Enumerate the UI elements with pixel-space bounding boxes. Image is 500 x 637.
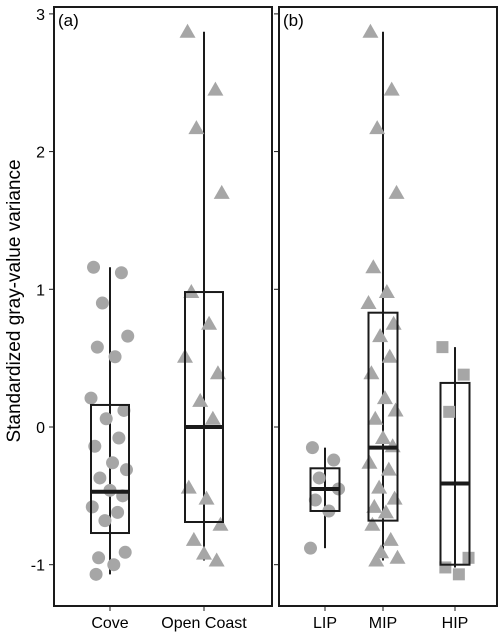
- data-point: [107, 558, 121, 572]
- data-point: [369, 120, 386, 135]
- data-point: [208, 552, 225, 567]
- data-point: [98, 514, 112, 528]
- data-point: [111, 505, 125, 519]
- data-point: [119, 463, 133, 477]
- y-tick-label: 0: [36, 420, 45, 437]
- data-point: [304, 541, 317, 555]
- data-point: [380, 461, 397, 476]
- data-point: [112, 431, 126, 445]
- panel-frame: [53, 6, 273, 607]
- box-lip: [304, 441, 346, 555]
- data-point: [389, 549, 406, 564]
- data-point: [212, 516, 229, 531]
- data-point: [185, 531, 202, 546]
- data-point: [312, 471, 326, 485]
- panel-b: LIP MIP HIP (b): [274, 6, 498, 632]
- data-point: [85, 500, 99, 514]
- data-point: [383, 81, 400, 96]
- data-point: [201, 315, 218, 330]
- data-point: [114, 266, 128, 280]
- data-point: [188, 120, 205, 135]
- data-point: [387, 402, 404, 417]
- data-point: [367, 410, 384, 425]
- data-point: [457, 368, 470, 381]
- data-point: [207, 81, 224, 96]
- y-tick-label: -1: [31, 558, 45, 575]
- y-tick-label: 2: [36, 145, 45, 162]
- x-tick-label: Cove: [91, 615, 128, 632]
- data-point: [386, 490, 403, 505]
- data-point: [196, 545, 212, 560]
- data-point: [121, 329, 135, 343]
- panel-label: (a): [58, 11, 79, 30]
- y-axis-label: Standardized gray-value variance: [4, 159, 25, 442]
- data-point: [209, 365, 226, 380]
- data-point: [368, 552, 385, 567]
- y-tick-label: 1: [36, 282, 45, 299]
- data-point: [108, 350, 122, 364]
- data-point: [183, 284, 200, 299]
- data-point: [192, 392, 209, 407]
- x-tick-label: MIP: [369, 615, 397, 632]
- data-point: [376, 390, 393, 405]
- data-point: [364, 516, 381, 531]
- data-point: [204, 410, 221, 425]
- data-point: [179, 23, 196, 38]
- data-point: [87, 260, 101, 274]
- data-point: [371, 479, 388, 494]
- data-point: [106, 456, 120, 470]
- box-hip: [436, 341, 475, 581]
- data-point: [436, 341, 449, 354]
- data-point: [89, 567, 103, 581]
- x-tick-label: LIP: [313, 615, 337, 632]
- data-point: [443, 405, 456, 418]
- data-point: [93, 471, 107, 485]
- data-point: [95, 296, 109, 310]
- box-iqr: [367, 311, 399, 522]
- data-point: [92, 551, 106, 565]
- data-point: [378, 284, 395, 299]
- data-point: [180, 479, 197, 494]
- data-point: [365, 259, 382, 274]
- data-point: [452, 568, 465, 581]
- panel-label: (b): [283, 11, 304, 30]
- data-point: [305, 441, 319, 455]
- data-point: [382, 531, 399, 546]
- data-point: [117, 403, 131, 417]
- x-tick-label: Open Coast: [161, 615, 247, 632]
- data-point: [327, 453, 341, 467]
- data-point: [385, 315, 402, 330]
- data-point: [377, 504, 394, 519]
- box-iqr: [90, 403, 130, 535]
- box-cove: [84, 260, 135, 581]
- data-point: [198, 490, 215, 505]
- data-point: [372, 328, 389, 343]
- data-point: [360, 295, 377, 310]
- data-point: [118, 545, 132, 559]
- data-point: [363, 365, 380, 380]
- data-point: [366, 498, 383, 513]
- box-mip: [360, 23, 406, 567]
- data-point: [362, 23, 379, 38]
- panel-frame: [278, 6, 498, 607]
- data-point: [308, 493, 322, 507]
- data-point: [388, 184, 405, 199]
- box-open-coast: [177, 23, 230, 567]
- x-tick-label: HIP: [442, 615, 469, 632]
- data-point: [84, 391, 98, 405]
- y-tick-label: 3: [36, 7, 45, 24]
- data-point: [213, 184, 230, 199]
- data-point: [99, 412, 113, 426]
- box-iqr: [184, 291, 224, 524]
- data-point: [381, 348, 398, 363]
- box-iqr: [439, 381, 471, 566]
- panel-a: -1 0 1 2 3 Cove Open Coast (a): [31, 6, 273, 632]
- data-point: [90, 340, 104, 354]
- data-point: [375, 430, 391, 445]
